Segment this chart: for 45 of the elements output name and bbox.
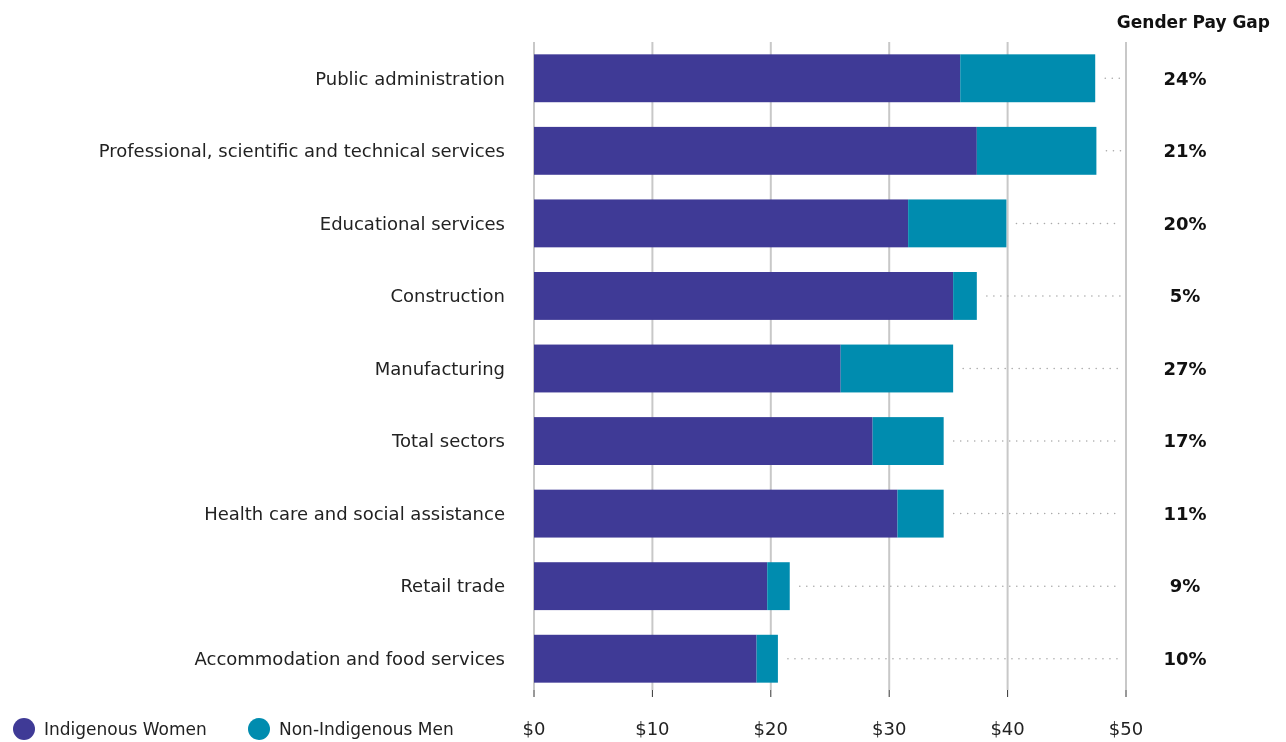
text: 9%	[1169, 575, 1201, 597]
y-tick-label: Manufacturing	[374, 357, 505, 379]
bar	[534, 344, 841, 393]
text: 10%	[1163, 648, 1207, 670]
bar	[534, 126, 977, 175]
y-tick-label: Public administration	[315, 67, 505, 89]
legend-label: Non-Indigenous Men	[279, 718, 454, 739]
bar	[767, 562, 790, 611]
bar	[840, 344, 954, 393]
bar	[756, 634, 778, 683]
bar	[534, 417, 873, 465]
x-tick-label: $50	[1108, 718, 1144, 739]
bar	[534, 272, 954, 320]
text: 17%	[1163, 430, 1207, 452]
legend-label: Indigenous Women	[44, 718, 207, 739]
bar	[953, 272, 977, 320]
x-tick-label: $40	[990, 718, 1025, 739]
text: 24%	[1163, 67, 1207, 89]
y-tick-label: Retail trade	[400, 575, 505, 597]
bar	[534, 199, 909, 248]
text: 5%	[1169, 285, 1201, 307]
y-tick-label: Accommodation and food services	[194, 648, 505, 670]
text: 11%	[1163, 502, 1207, 524]
x-tick-label: $0	[522, 718, 546, 739]
bar	[534, 634, 757, 683]
text: 21%	[1163, 140, 1207, 162]
text: 27%	[1163, 357, 1207, 379]
bar	[960, 54, 1096, 103]
y-tick-label: Construction	[390, 285, 505, 307]
text: 20%	[1163, 212, 1207, 234]
bar	[872, 417, 944, 465]
bar	[908, 199, 1007, 248]
bar	[976, 126, 1097, 175]
y-tick-label: Total sectors	[391, 430, 505, 452]
y-tick-label: Professional, scientific and technical services	[98, 140, 505, 162]
x-tick-label: $20	[753, 718, 788, 739]
x-tick-label: $30	[872, 718, 907, 739]
text: Gender Pay Gap	[1116, 12, 1270, 32]
y-tick-label: Health care and social assistance	[204, 502, 505, 524]
bar	[897, 489, 944, 538]
bar	[534, 562, 768, 611]
x-tick-label: $10	[635, 718, 670, 739]
y-tick-label: Educational services	[319, 212, 505, 234]
bar	[534, 54, 961, 103]
bar	[534, 489, 898, 538]
